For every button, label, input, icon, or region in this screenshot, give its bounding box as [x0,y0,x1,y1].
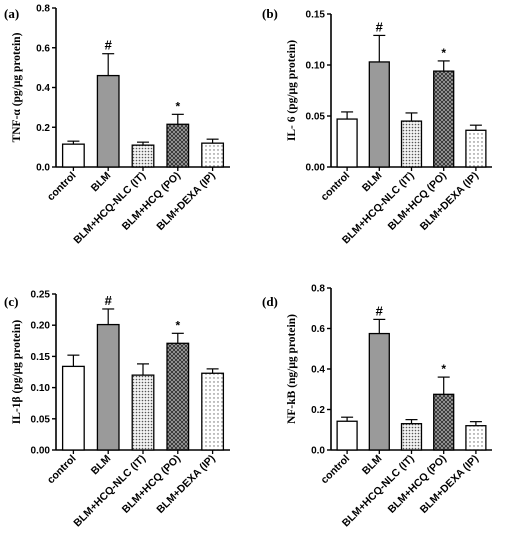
y-tick-label: 0.6 [36,43,50,54]
y-tick-label: 0.10 [31,383,51,394]
bar [433,393,455,451]
bar [336,420,358,451]
x-category-label: BLM+HCQ (PO) [386,453,449,516]
bar [96,74,120,168]
bar [465,425,487,451]
significance-marker: * [441,362,446,376]
y-tick-label: 0.8 [311,284,325,295]
y-axis-title: TNF-α (pg/μg protein) [11,32,23,142]
chart-panel-1: (a) TNF-α (pg/μg protein) 0.0 0.2 0.4 0.6 0.8 c… [4,4,230,246]
x-category-label: BLM [360,169,385,194]
bar [96,323,120,451]
bar [166,123,190,168]
x-category-label: control [45,453,79,487]
panel-label: (c) [4,294,18,309]
y-tick-label: 0.8 [36,4,50,15]
panel-label: (b) [262,6,278,21]
x-category-label: BLM+HCQ (PO) [386,170,449,233]
x-category-label: BLM [360,452,385,477]
y-tick-label: 0.2 [36,123,50,134]
y-tick-label: 0.0 [311,446,325,457]
significance-marker: * [175,99,180,113]
bar [61,143,85,168]
y-axis-title: NF-kB (ng/μg protein) [286,314,298,424]
bar [400,423,423,451]
y-tick-label: 0.6 [311,324,325,335]
x-category-label: control [45,170,79,204]
bar [166,342,190,451]
bar [368,332,390,451]
panel-label: (a) [4,6,19,21]
significance-marker: # [376,19,384,34]
chart-panel-3: (c) IL-1β (pg/μg protein) 0.00 0.05 0.10 0.15… [4,290,230,529]
y-tick-label: 0.05 [31,414,51,425]
chart-panel-2: (b) IL- 6 (pg/μg protein) 0.00 0.05 0.10 0.15… [262,6,492,246]
y-axis-title: IL-1β (pg/μg protein) [11,320,23,425]
bar [465,129,487,168]
chart-panel-4: (d) NF-kB (ng/μg protein) 0.0 0.2 0.4 0.6 0.8 c… [262,284,492,529]
y-tick-label: 0.00 [306,163,326,174]
x-category-label: control [319,170,353,204]
panel-label: (d) [262,294,278,309]
y-tick-label: 0.15 [31,352,51,363]
y-tick-label: 0.4 [36,83,50,94]
significance-marker: * [175,318,180,332]
bar [400,120,423,168]
bar [61,365,85,451]
x-category-label: BLM+DEXA (IP) [418,170,481,233]
bar [201,142,225,168]
y-tick-label: 0.15 [306,10,326,21]
bar [201,372,225,451]
y-tick-label: 0.2 [311,405,325,416]
x-category-label: control [319,453,353,487]
significance-marker: # [105,38,113,53]
x-category-label: BLM [89,169,114,194]
x-category-label: BLM [89,452,114,477]
y-tick-label: 0.20 [31,321,51,332]
y-tick-label: 0.00 [31,446,51,457]
bar [368,61,390,168]
significance-marker: * [441,46,446,60]
bar [433,70,455,168]
significance-marker: # [376,303,384,318]
significance-marker: # [105,293,113,308]
bar [131,374,155,451]
y-tick-label: 0.10 [306,61,326,72]
bar [336,118,358,168]
y-tick-label: 0.25 [31,290,51,301]
y-axis-title: IL- 6 (pg/μg protein) [286,40,298,141]
x-category-label: BLM+DEXA (IP) [418,453,481,516]
y-tick-label: 0.05 [306,112,326,123]
bar [131,144,155,168]
y-tick-label: 0.0 [36,163,50,174]
y-tick-label: 0.4 [311,365,325,376]
